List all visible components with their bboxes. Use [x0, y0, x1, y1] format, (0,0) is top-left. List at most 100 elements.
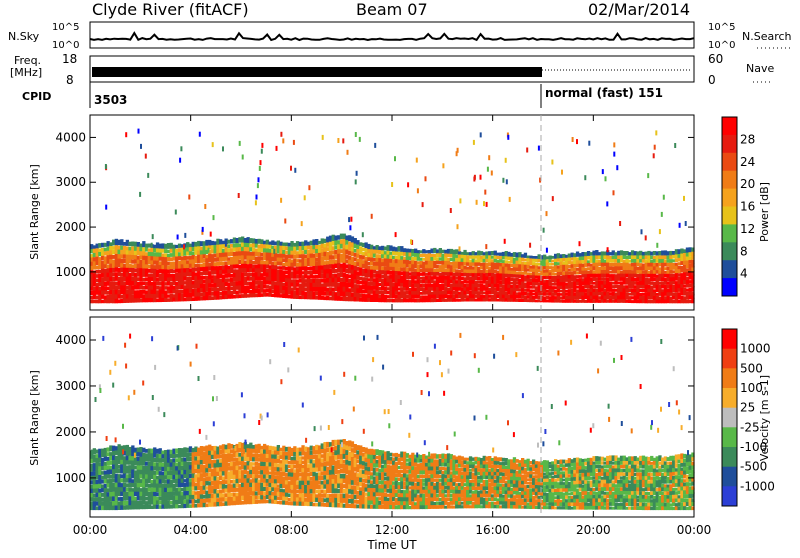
scatter-cell	[663, 195, 665, 200]
noise-panel-frame	[90, 22, 694, 48]
scatter-cell	[584, 175, 586, 180]
scatter-cell	[362, 232, 364, 237]
scatter-cell	[576, 139, 578, 144]
scatter-cell	[459, 246, 461, 251]
scatter-cell	[105, 205, 107, 210]
scatter-cell	[225, 242, 227, 247]
scatter-cell	[293, 140, 295, 145]
scatter-cell	[473, 140, 475, 145]
freq-trace	[92, 67, 542, 77]
scatter-cell	[257, 183, 259, 188]
scatter-cell	[301, 221, 303, 226]
scatter-cell	[486, 202, 488, 207]
scatter-cell	[502, 178, 504, 183]
scatter-cell	[457, 148, 459, 153]
scatter-cell	[374, 143, 376, 148]
scatter-cell	[656, 243, 658, 248]
scatter-cell	[177, 235, 179, 240]
scatter-cell	[546, 211, 548, 216]
scatter-cell	[504, 239, 506, 244]
freq-label-2: [MHz]	[10, 66, 42, 79]
scatter-cell	[355, 132, 357, 137]
scatter-cell	[273, 249, 275, 254]
scatter-cell	[619, 221, 621, 226]
scatter-cell	[355, 179, 357, 184]
scatter-cell	[407, 182, 409, 187]
scatter-cell	[509, 197, 511, 202]
scatter-cell	[280, 132, 282, 137]
scatter-cell	[239, 141, 241, 146]
scatter-cell	[371, 214, 373, 219]
scatter-cell	[180, 146, 182, 151]
scatter-cell	[645, 235, 647, 240]
scatter-cell	[140, 144, 142, 149]
scatter-cell	[337, 138, 339, 143]
scatter-cell	[613, 190, 615, 195]
scatter-cell	[483, 201, 485, 206]
scatter-cell	[442, 163, 444, 168]
scatter-cell	[175, 210, 177, 215]
scatter-cell	[213, 215, 215, 220]
scatter-cell	[425, 176, 427, 181]
scatter-cell	[261, 143, 263, 148]
scatter-cell	[125, 132, 127, 137]
colorbar-swatch	[722, 171, 737, 189]
scatter-cell	[416, 158, 418, 163]
scatter-cell	[152, 234, 154, 239]
scatter-cell	[607, 247, 609, 252]
scatter-cell	[602, 169, 604, 174]
ytick-label: 2000	[55, 220, 86, 234]
noise-right-tick-bottom: 10^0	[708, 40, 735, 51]
colorbar-tick-label: 24	[740, 155, 755, 169]
freq-tick-bottom: 8	[66, 73, 74, 87]
scatter-cell	[476, 200, 478, 205]
scatter-cell	[457, 224, 459, 229]
colorbar-tick-label: 12	[740, 222, 755, 236]
colorbar-swatch	[722, 117, 737, 135]
scatter-cell	[395, 232, 397, 237]
scatter-cell	[505, 158, 507, 163]
scatter-cell	[284, 219, 286, 224]
nave-tick-bottom: 0	[708, 73, 716, 87]
scatter-cell	[290, 166, 292, 171]
scatter-cell	[238, 193, 240, 198]
colorbar-swatch	[722, 153, 737, 171]
colorbar-swatch	[722, 224, 737, 242]
station-title: Clyde River (fitACF)	[92, 0, 249, 19]
scatter-cell	[138, 129, 140, 134]
scatter-cell	[679, 223, 681, 228]
scatter-cell	[561, 170, 563, 175]
scatter-cell	[255, 200, 257, 205]
scatter-cell	[616, 165, 618, 170]
scatter-cell	[480, 132, 482, 137]
scatter-cell	[294, 168, 296, 173]
scatter-cell	[484, 190, 486, 195]
scatter-cell	[210, 232, 212, 237]
colorbar-tick-label: 16	[740, 200, 755, 214]
colorbar-swatch	[722, 278, 737, 296]
scatter-cell	[350, 217, 352, 222]
scatter-cell	[276, 146, 278, 151]
scatter-cell	[183, 244, 185, 249]
scatter-cell	[256, 195, 258, 200]
scatter-cell	[654, 145, 656, 150]
scatter-cell	[347, 150, 349, 155]
scatter-cell	[653, 153, 655, 158]
colorbar-tick-label: 4	[740, 267, 748, 281]
scatter-cell	[473, 177, 475, 182]
scatter-cell	[659, 229, 661, 234]
scatter-cell	[359, 137, 361, 142]
cpid-segment-2: normal (fast) 151	[545, 86, 663, 100]
scatter-cell	[259, 166, 261, 171]
noise-right-label: N.Search	[742, 30, 792, 43]
ytick-label: 1000	[55, 265, 86, 279]
scatter-cell	[552, 196, 554, 201]
scatter-cell	[491, 171, 493, 176]
scatter-cell	[391, 182, 393, 187]
scatter-cell	[222, 146, 224, 151]
scatter-cell	[543, 228, 545, 233]
